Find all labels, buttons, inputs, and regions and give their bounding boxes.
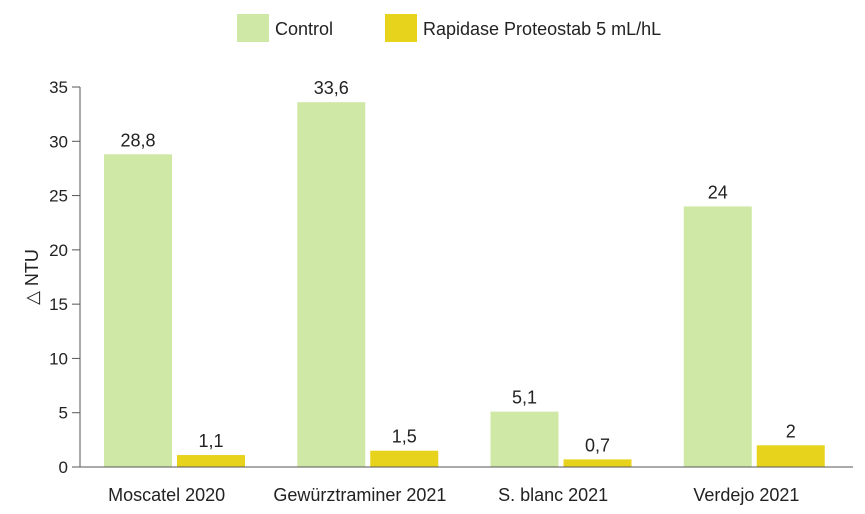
y-tick-label: 25 bbox=[49, 187, 68, 206]
legend-label: Rapidase Proteostab 5 mL/hL bbox=[423, 19, 661, 39]
y-axis: 0 5 10 15 20 25 30 35 bbox=[49, 78, 81, 477]
y-tick-label: 10 bbox=[49, 349, 68, 368]
bar-control bbox=[683, 206, 752, 467]
bar-treatment bbox=[370, 450, 439, 467]
x-tick-label: Moscatel 2020 bbox=[108, 485, 225, 505]
legend-swatch bbox=[237, 14, 269, 42]
data-label: 1,1 bbox=[198, 431, 223, 451]
bars: 28,8 33,6 5,1 24 1,1 1,5 0,7 2 bbox=[104, 78, 825, 468]
bar-control bbox=[490, 411, 559, 467]
data-label: 24 bbox=[708, 182, 728, 202]
bar-treatment bbox=[563, 459, 632, 467]
legend-label: Control bbox=[275, 19, 333, 39]
y-tick-label: 5 bbox=[59, 404, 68, 423]
bar-control bbox=[297, 102, 366, 467]
y-tick-label: 0 bbox=[59, 458, 68, 477]
y-tick-label: 20 bbox=[49, 241, 68, 260]
data-label: 5,1 bbox=[512, 388, 537, 408]
data-label: 28,8 bbox=[120, 130, 155, 150]
bar-treatment bbox=[756, 445, 825, 467]
y-tick-label: 35 bbox=[49, 78, 68, 97]
x-tick-label: S. blanc 2021 bbox=[498, 485, 608, 505]
x-tick-label: Verdejo 2021 bbox=[693, 485, 799, 505]
bar-treatment bbox=[177, 455, 245, 467]
y-tick-label: 30 bbox=[49, 132, 68, 151]
legend-swatch bbox=[385, 14, 417, 42]
data-label: 0,7 bbox=[585, 435, 610, 455]
data-label: 2 bbox=[786, 421, 796, 441]
data-label: 33,6 bbox=[314, 78, 349, 98]
y-axis-title: △ NTU bbox=[22, 249, 42, 305]
data-label: 1,5 bbox=[392, 427, 417, 447]
y-tick-label: 15 bbox=[49, 295, 68, 314]
x-axis: Moscatel 2020 Gewürztraminer 2021 S. blanc… bbox=[80, 466, 853, 505]
x-tick-label: Gewürztraminer 2021 bbox=[273, 485, 446, 505]
legend: Control Rapidase Proteostab 5 mL/hL bbox=[237, 14, 661, 42]
bar-control bbox=[104, 154, 172, 468]
